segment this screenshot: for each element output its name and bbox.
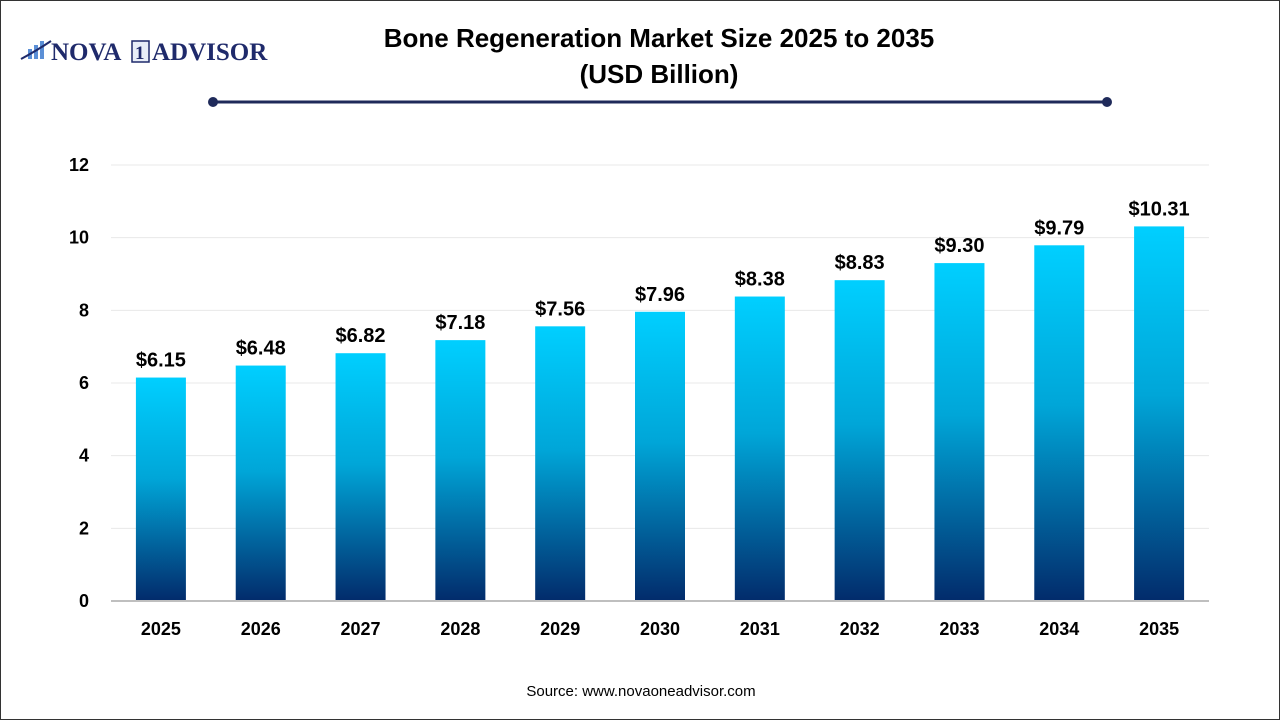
y-tick-label: 4 <box>79 446 89 466</box>
x-tick-label: 2028 <box>440 619 480 639</box>
x-tick-label: 2032 <box>840 619 880 639</box>
bar-2034 <box>1034 245 1085 601</box>
bar-2032 <box>834 280 885 601</box>
data-label: $7.56 <box>535 298 585 320</box>
data-label: $7.18 <box>435 312 485 334</box>
y-tick-label: 10 <box>69 228 89 248</box>
data-label: $8.38 <box>735 269 785 291</box>
x-tick-label: 2033 <box>939 619 979 639</box>
x-tick-label: 2031 <box>740 619 780 639</box>
bar-2031 <box>734 296 785 601</box>
logo-text-right: ADVISOR <box>152 39 268 66</box>
bar-2025 <box>135 377 186 601</box>
bar-2027 <box>335 353 386 601</box>
x-tick-label: 2026 <box>241 619 281 639</box>
x-tick-label: 2035 <box>1139 619 1179 639</box>
data-label: $6.15 <box>136 350 186 372</box>
x-tick-label: 2025 <box>141 619 181 639</box>
data-label: $9.30 <box>934 235 984 257</box>
logo-text-left: NOVA <box>51 39 121 66</box>
x-tick-label: 2027 <box>341 619 381 639</box>
bar-2029 <box>535 326 586 601</box>
y-tick-label: 2 <box>79 518 89 538</box>
logo: NOVA 1 ADVISOR <box>20 39 268 66</box>
y-tick-label: 6 <box>79 373 89 393</box>
bar-2026 <box>235 365 286 601</box>
data-label: $10.31 <box>1129 198 1190 220</box>
source-text: Source: www.novaoneadvisor.com <box>526 683 755 700</box>
bar-2035 <box>1134 226 1185 602</box>
y-tick-label: 12 <box>69 155 89 175</box>
data-label: $6.82 <box>336 325 386 347</box>
data-label: $7.96 <box>635 284 685 306</box>
chart-title-line2: (USD Billion) <box>580 59 739 89</box>
chart-title-line1: Bone Regeneration Market Size 2025 to 20… <box>384 23 935 53</box>
logo-mark: 1 <box>135 43 145 64</box>
y-tick-label: 0 <box>79 591 89 611</box>
bar-2028 <box>435 340 486 601</box>
data-label: $9.79 <box>1034 217 1084 239</box>
logo-bars-icon <box>20 40 52 60</box>
bar-2030 <box>635 311 685 601</box>
x-tick-label: 2029 <box>540 619 580 639</box>
y-tick-label: 8 <box>79 300 89 320</box>
title-rule <box>208 97 1112 107</box>
data-label: $8.83 <box>835 252 885 274</box>
x-tick-label: 2030 <box>640 619 680 639</box>
bar-2033 <box>934 263 985 601</box>
data-label: $6.48 <box>236 338 286 360</box>
x-tick-label: 2034 <box>1039 619 1079 639</box>
